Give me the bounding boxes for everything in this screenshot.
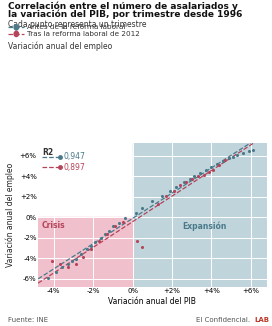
- Point: [221, 158, 225, 163]
- Point: [227, 155, 231, 160]
- Point: [89, 246, 94, 252]
- Point: [209, 164, 214, 170]
- Point: [103, 231, 107, 236]
- Text: Tras la reforma laboral de 2012: Tras la reforma laboral de 2012: [27, 31, 140, 37]
- Point: [251, 147, 255, 152]
- Text: El Confidencial.: El Confidencial.: [196, 318, 250, 323]
- Point: [140, 205, 145, 211]
- Point: [241, 150, 245, 155]
- Bar: [133, 143, 267, 287]
- Point: [69, 259, 74, 264]
- Text: Variación anual del empleo: Variación anual del empleo: [8, 42, 112, 51]
- Point: [133, 211, 138, 216]
- Text: LAB: LAB: [254, 318, 269, 323]
- Point: [46, 275, 50, 280]
- Point: [97, 238, 101, 244]
- Point: [107, 228, 111, 233]
- Point: [54, 269, 58, 274]
- Point: [113, 224, 117, 229]
- Point: [215, 161, 220, 167]
- Text: Correlación entre el número de asalariados y: Correlación entre el número de asalariad…: [8, 2, 238, 11]
- Text: la variación del PIB, por trimestre desde 1996: la variación del PIB, por trimestre desd…: [8, 9, 243, 19]
- Point: [217, 162, 221, 168]
- Point: [168, 188, 172, 193]
- Text: 0,897: 0,897: [64, 162, 85, 171]
- Point: [117, 221, 121, 226]
- Text: Fuente: INE: Fuente: INE: [8, 318, 48, 323]
- Text: 0,947: 0,947: [64, 152, 86, 161]
- Point: [235, 152, 239, 157]
- Point: [182, 180, 186, 185]
- Point: [188, 177, 192, 182]
- Text: R2: R2: [42, 148, 53, 156]
- Point: [79, 251, 84, 257]
- Point: [89, 243, 94, 248]
- Point: [73, 262, 78, 267]
- Point: [197, 170, 202, 176]
- Point: [66, 265, 70, 270]
- Point: [111, 224, 115, 229]
- Bar: [38, 217, 133, 287]
- Point: [120, 220, 125, 225]
- Point: [99, 235, 103, 240]
- Point: [85, 246, 89, 252]
- Point: [105, 231, 109, 236]
- Point: [150, 198, 154, 203]
- Point: [73, 257, 78, 262]
- Point: [140, 244, 145, 249]
- Text: Antes de la reforma laboral: Antes de la reforma laboral: [27, 24, 126, 30]
- Point: [231, 154, 235, 159]
- Point: [203, 168, 208, 173]
- Point: [66, 262, 70, 267]
- Point: [58, 262, 62, 267]
- Point: [174, 185, 178, 190]
- Text: Cada punto representa un trimestre: Cada punto representa un trimestre: [8, 20, 147, 29]
- Point: [190, 177, 194, 182]
- Point: [156, 201, 160, 206]
- Point: [93, 239, 97, 244]
- Text: Expansión: Expansión: [182, 221, 226, 231]
- Text: Variación anual del empleo: Variación anual del empleo: [5, 163, 15, 267]
- Point: [160, 193, 164, 198]
- Point: [81, 255, 86, 260]
- Point: [164, 193, 168, 198]
- Point: [184, 180, 188, 185]
- Point: [211, 168, 215, 173]
- Point: [60, 265, 64, 270]
- Point: [50, 259, 54, 264]
- Point: [201, 172, 206, 178]
- Point: [196, 174, 200, 179]
- Point: [247, 148, 251, 153]
- Point: [178, 183, 182, 188]
- Point: [207, 170, 212, 175]
- Point: [134, 238, 139, 244]
- Point: [123, 215, 127, 221]
- Point: [172, 188, 176, 193]
- X-axis label: Variación anual del PIB: Variación anual del PIB: [108, 297, 196, 306]
- Text: Crisis: Crisis: [42, 221, 66, 230]
- Point: [191, 174, 196, 179]
- Point: [223, 157, 227, 162]
